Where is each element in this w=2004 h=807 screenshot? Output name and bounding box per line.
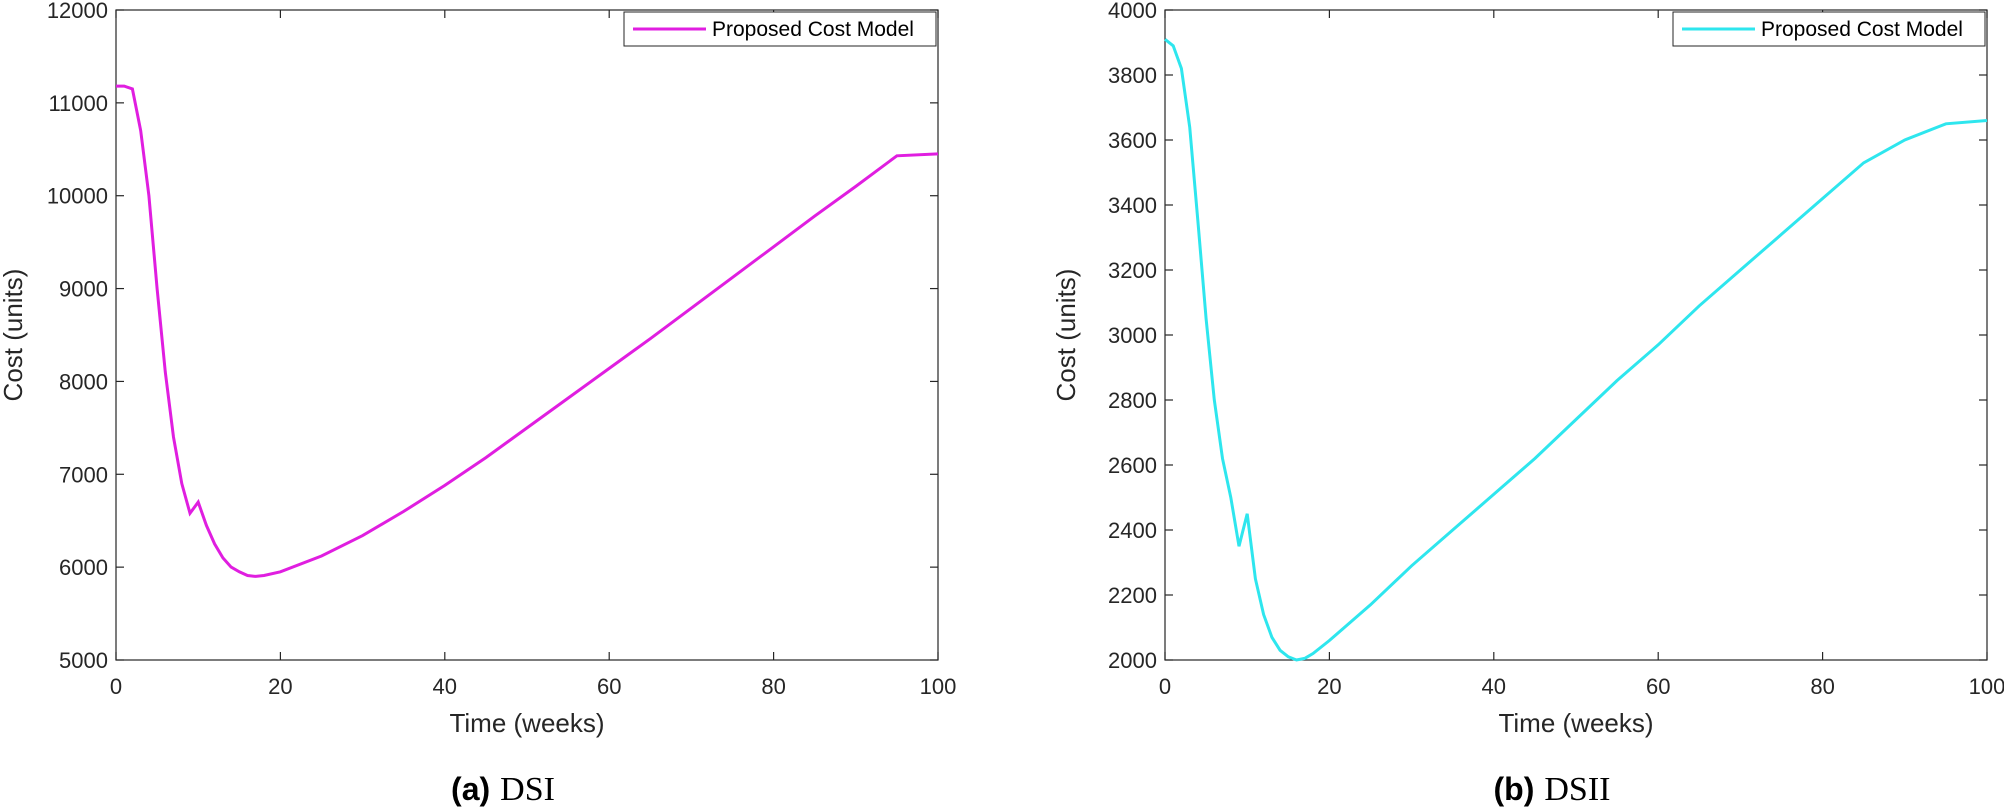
x-axis-label: Time (weeks)	[1498, 708, 1653, 738]
x-axis-label: Time (weeks)	[449, 708, 604, 738]
y-ticks: 5000 6000 7000 8000 9000 10000 11000 12000	[47, 0, 938, 673]
x-tick-label: 20	[268, 674, 292, 699]
x-ticks: 0 20 40 60 80 100	[1159, 10, 2004, 699]
y-tick-label: 5000	[59, 648, 108, 673]
caption: (b) DSII	[1494, 771, 1611, 807]
y-tick-label: 2800	[1108, 388, 1157, 413]
y-tick-label: 4000	[1108, 0, 1157, 23]
legend: Proposed Cost Model	[623, 11, 937, 47]
caption: (a) DSI	[451, 771, 555, 807]
x-tick-label: 40	[433, 674, 457, 699]
y-tick-label: 3400	[1108, 193, 1157, 218]
x-tick-label: 100	[1969, 674, 2004, 699]
chart-panel-b: 2000 2200 2400 2600 2800 3000 3200 3400 3600 3800…	[1051, 0, 2004, 807]
y-tick-label: 2600	[1108, 453, 1157, 478]
legend-label: Proposed Cost Model	[1761, 18, 1963, 41]
x-tick-label: 80	[1810, 674, 1834, 699]
caption-name: DSII	[1544, 771, 1610, 807]
y-tick-label: 2000	[1108, 648, 1157, 673]
y-axis-label: Cost (units)	[0, 269, 28, 402]
caption-letter: (b)	[1494, 771, 1535, 807]
y-tick-label: 7000	[59, 462, 108, 487]
legend-label: Proposed Cost Model	[712, 18, 914, 41]
x-tick-label: 0	[110, 674, 122, 699]
y-tick-label: 2200	[1108, 583, 1157, 608]
x-tick-label: 0	[1159, 674, 1171, 699]
caption-letter: (a)	[451, 771, 490, 807]
caption-name: DSI	[500, 771, 555, 807]
series-line-proposed-cost-model	[1164, 38, 1988, 662]
x-ticks: 0 20 40 60 80 100	[110, 10, 956, 699]
x-tick-label: 40	[1482, 674, 1506, 699]
y-ticks: 2000 2200 2400 2600 2800 3000 3200 3400 3600 3800…	[1108, 0, 1987, 673]
x-tick-label: 80	[761, 674, 785, 699]
series-line-proposed-cost-model	[116, 84, 939, 578]
y-tick-label: 10000	[47, 184, 108, 209]
chart-panel-a: 5000 6000 7000 8000 9000 10000 11000 12000 0 20 4…	[0, 0, 956, 807]
y-tick-label: 3800	[1108, 63, 1157, 88]
y-tick-label: 6000	[59, 555, 108, 580]
y-tick-label: 11000	[48, 91, 108, 116]
y-tick-label: 12000	[47, 0, 108, 23]
plot-frame	[115, 9, 939, 661]
x-tick-label: 100	[920, 674, 957, 699]
y-tick-label: 8000	[59, 369, 108, 394]
y-tick-label: 3200	[1108, 258, 1157, 283]
x-tick-label: 20	[1317, 674, 1341, 699]
x-tick-label: 60	[1646, 674, 1670, 699]
y-axis-label: Cost (units)	[1051, 269, 1081, 402]
legend: Proposed Cost Model	[1672, 11, 1986, 47]
y-tick-label: 3000	[1108, 323, 1157, 348]
y-tick-label: 2400	[1108, 518, 1157, 543]
x-tick-label: 60	[597, 674, 621, 699]
y-tick-label: 9000	[59, 277, 108, 302]
plot-frame	[1164, 9, 1988, 661]
y-tick-label: 3600	[1108, 128, 1157, 153]
